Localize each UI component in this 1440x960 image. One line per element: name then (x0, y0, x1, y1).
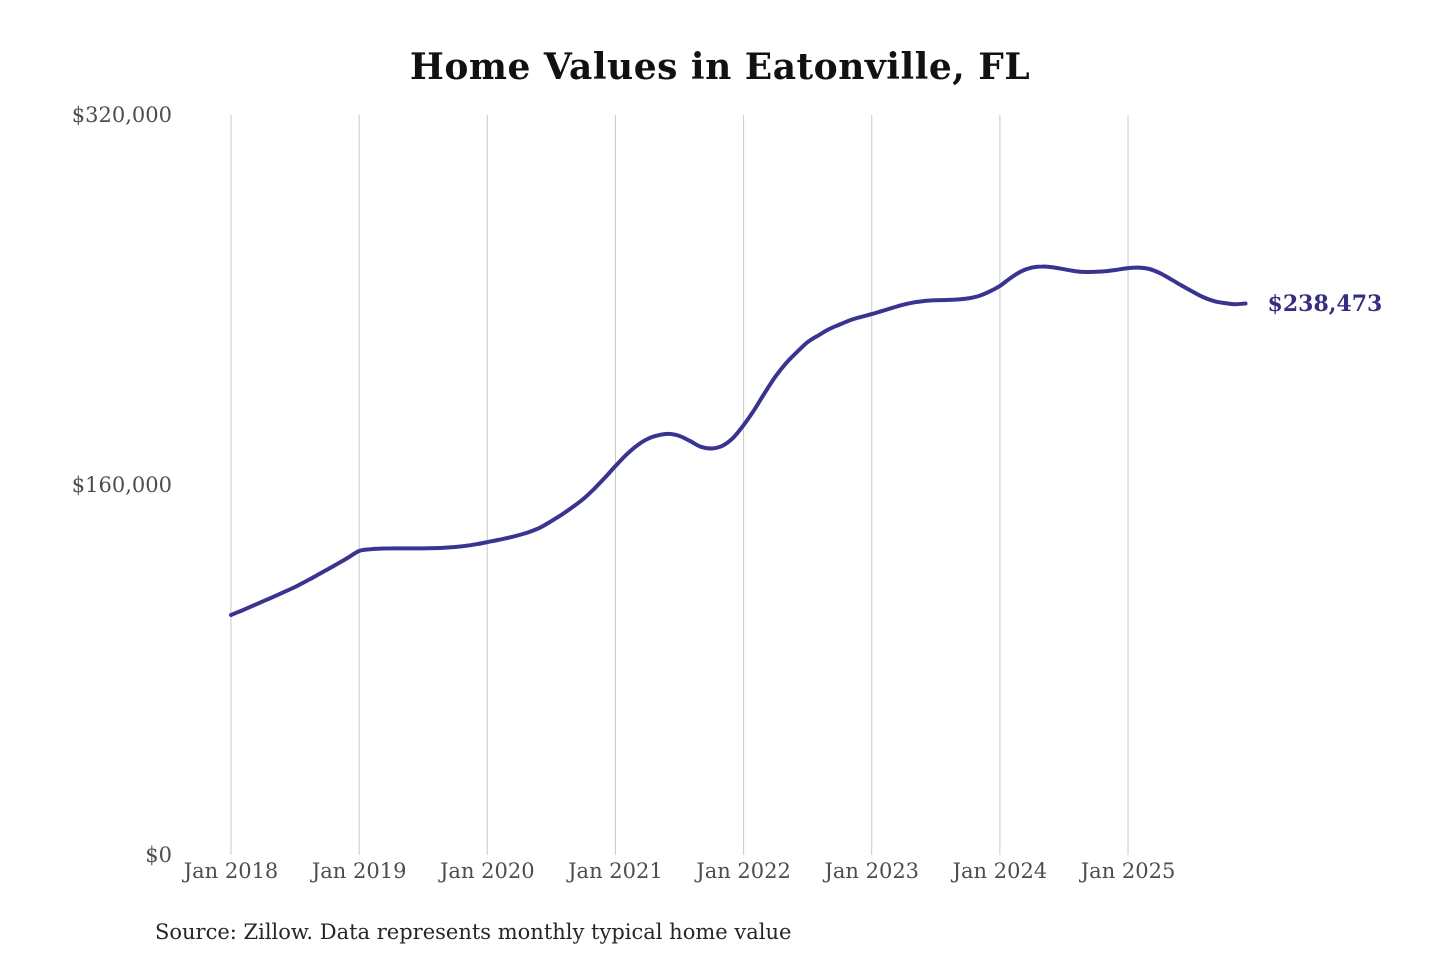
x-tick-label: Jan 2024 (952, 859, 1048, 883)
vertical-gridlines (230, 115, 1129, 855)
x-tick-label: Jan 2019 (311, 859, 407, 883)
y-tick-label: $0 (145, 843, 172, 867)
x-tick-label: Jan 2021 (568, 859, 663, 883)
source-note: Source: Zillow. Data represents monthly … (155, 920, 792, 944)
x-tick-label: Jan 2022 (696, 859, 791, 883)
x-tick-label: Jan 2020 (440, 859, 535, 883)
x-tick-label: Jan 2023 (824, 859, 920, 883)
x-tick-label: Jan 2025 (1080, 859, 1176, 883)
x-tick-label: Jan 2018 (183, 859, 279, 883)
y-tick-label: $320,000 (71, 103, 172, 127)
home-value-line (229, 264, 1248, 617)
y-tick-label: $160,000 (71, 473, 172, 497)
chart-title: Home Values in Eatonville, FL (409, 46, 1031, 88)
final-value-label: $238,473 (1267, 290, 1383, 317)
